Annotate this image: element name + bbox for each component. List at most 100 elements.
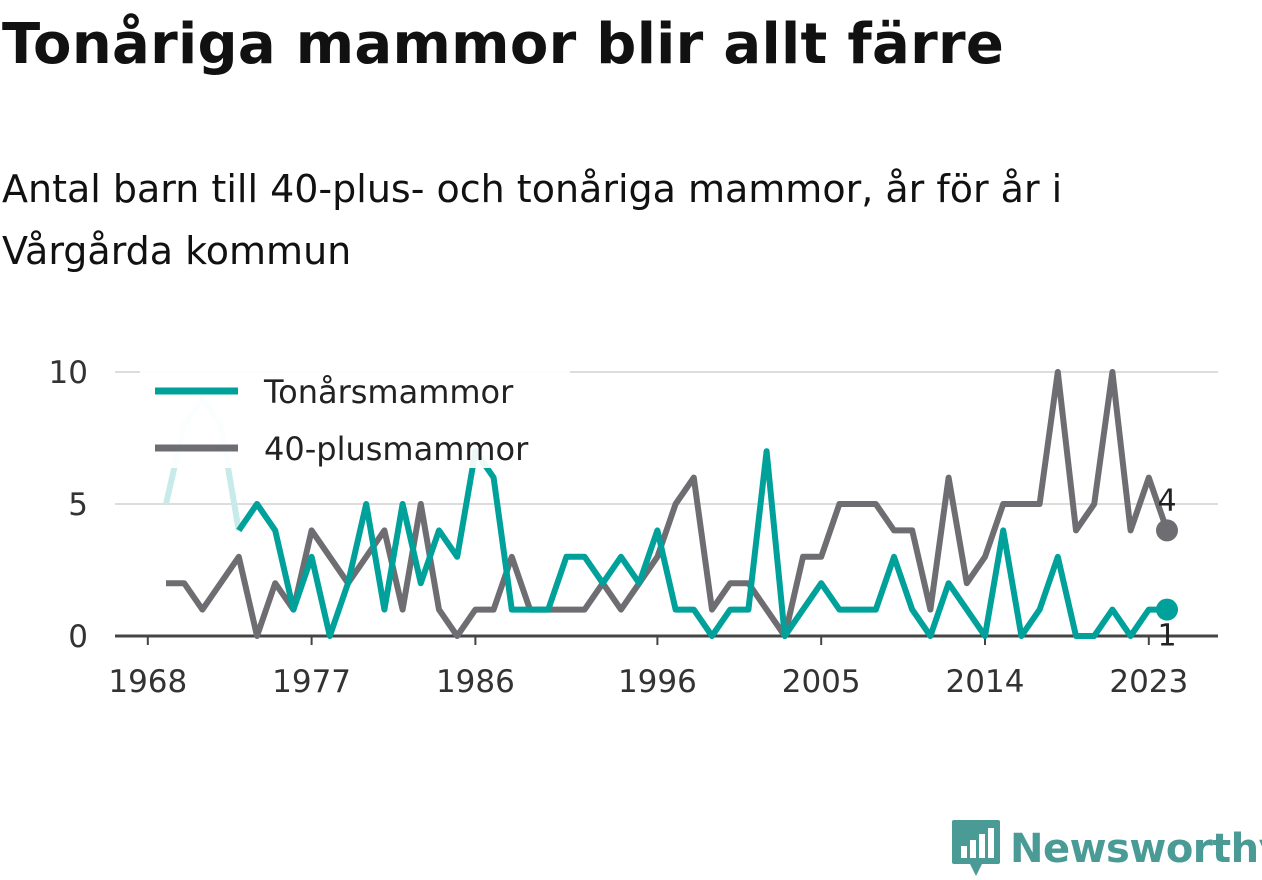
data-point-40-plusmammor xyxy=(254,633,260,639)
data-point-40-plusmammor xyxy=(836,501,842,507)
data-point-40-plusmammor xyxy=(982,554,988,560)
data-point-40-plusmammor xyxy=(272,580,278,586)
data-point-40-plusmammor xyxy=(491,607,497,613)
data-point-40-plusmammor xyxy=(1146,475,1152,481)
y-tick-label: 0 xyxy=(68,619,88,655)
data-point-40-plusmammor xyxy=(381,527,387,533)
data-point-tonarsmammor xyxy=(1037,607,1043,613)
data-point-40-plusmammor xyxy=(1128,527,1134,533)
data-point-tonarsmammor xyxy=(618,554,624,560)
data-point-tonarsmammor xyxy=(272,527,278,533)
legend-label-40-plusmammor: 40-plusmammor xyxy=(264,430,529,468)
data-point-tonarsmammor xyxy=(946,580,952,586)
data-point-40-plusmammor xyxy=(582,607,588,613)
data-point-tonarsmammor xyxy=(691,607,697,613)
data-point-tonarsmammor xyxy=(891,554,897,560)
data-point-40-plusmammor xyxy=(472,607,478,613)
data-point-tonarsmammor xyxy=(654,527,660,533)
data-point-tonarsmammor xyxy=(509,607,515,613)
data-point-tonarsmammor xyxy=(418,580,424,586)
data-point-tonarsmammor xyxy=(491,475,497,481)
data-point-tonarsmammor xyxy=(927,633,933,639)
data-point-40-plusmammor xyxy=(800,554,806,560)
data-point-40-plusmammor xyxy=(363,554,369,560)
data-point-40-plusmammor xyxy=(1109,369,1115,375)
data-point-tonarsmammor xyxy=(782,633,788,639)
data-point-40-plusmammor xyxy=(909,527,915,533)
data-point-tonarsmammor xyxy=(290,607,296,613)
end-label-40-plusmammor: 4 xyxy=(1157,483,1176,518)
data-point-40-plusmammor xyxy=(964,580,970,586)
data-point-40-plusmammor xyxy=(199,607,205,613)
series-40-plusmammor xyxy=(166,369,1170,639)
data-point-tonarsmammor xyxy=(709,633,715,639)
data-point-40-plusmammor xyxy=(181,580,187,586)
data-point-40-plusmammor xyxy=(618,607,624,613)
data-point-tonarsmammor xyxy=(236,527,242,533)
data-point-tonarsmammor xyxy=(1055,554,1061,560)
x-tick-label: 2023 xyxy=(1109,664,1188,700)
data-point-tonarsmammor xyxy=(582,554,588,560)
x-tick-label: 1996 xyxy=(618,664,697,700)
data-point-tonarsmammor xyxy=(1073,633,1079,639)
data-point-tonarsmammor xyxy=(381,607,387,613)
data-point-tonarsmammor xyxy=(636,580,642,586)
data-point-40-plusmammor xyxy=(218,580,224,586)
data-point-40-plusmammor xyxy=(418,501,424,507)
data-point-tonarsmammor xyxy=(909,607,915,613)
data-point-tonarsmammor xyxy=(545,607,551,613)
data-point-tonarsmammor xyxy=(745,607,751,613)
series-line-tonarsmammor xyxy=(236,448,1167,639)
data-point-40-plusmammor xyxy=(891,527,897,533)
data-point-40-plusmammor xyxy=(309,527,315,533)
data-point-40-plusmammor xyxy=(1018,501,1024,507)
y-tick-label: 10 xyxy=(49,355,88,391)
data-point-40-plusmammor xyxy=(236,554,242,560)
data-point-tonarsmammor xyxy=(855,607,861,613)
legend-label-tonarsmammor: Tonårsmammor xyxy=(263,373,514,411)
data-point-40-plusmammor xyxy=(400,607,406,613)
data-point-tonarsmammor xyxy=(309,554,315,560)
data-point-40-plusmammor xyxy=(927,607,933,613)
end-label-tonarsmammor: 1 xyxy=(1157,619,1176,654)
data-point-40-plusmammor xyxy=(1037,501,1043,507)
data-point-40-plusmammor xyxy=(873,501,879,507)
brand-name: Newsworthy xyxy=(1010,826,1262,872)
data-point-40-plusmammor xyxy=(1000,501,1006,507)
data-point-40-plusmammor xyxy=(509,554,515,560)
series-line-40-plusmammor xyxy=(166,369,1170,639)
chart-title: Tonåriga mammor blir allt färre xyxy=(2,12,1005,77)
data-point-tonarsmammor xyxy=(527,607,533,613)
data-point-tonarsmammor xyxy=(163,501,169,507)
data-point-tonarsmammor xyxy=(436,527,442,533)
data-point-40-plusmammor xyxy=(1091,501,1097,507)
data-point-tonarsmammor xyxy=(800,607,806,613)
data-point-40-plusmammor xyxy=(855,501,861,507)
data-point-tonarsmammor xyxy=(764,448,770,454)
x-tick-label: 1986 xyxy=(436,664,515,700)
data-point-tonarsmammor xyxy=(563,554,569,560)
data-point-tonarsmammor xyxy=(1000,527,1006,533)
x-tick-label: 1968 xyxy=(108,664,187,700)
line-chart: 0 5 10 1968 1977 1986 1996 2005 2014 2023 Tonårs… xyxy=(49,355,1218,700)
data-point-tonarsmammor xyxy=(964,607,970,613)
data-point-tonarsmammor xyxy=(1109,607,1115,613)
data-point-40-plusmammor xyxy=(673,501,679,507)
data-point-tonarsmammor xyxy=(454,554,460,560)
data-point-40-plusmammor xyxy=(1055,369,1061,375)
data-point-tonarsmammor xyxy=(727,607,733,613)
data-point-40-plusmammor xyxy=(946,475,952,481)
data-point-40-plusmammor xyxy=(436,607,442,613)
data-point-40-plusmammor xyxy=(327,554,333,560)
y-tick-label: 5 xyxy=(68,487,88,523)
data-point-40-plusmammor xyxy=(563,607,569,613)
data-point-tonarsmammor xyxy=(254,501,260,507)
data-point-tonarsmammor xyxy=(600,580,606,586)
bar-chart-pin-icon xyxy=(952,820,1000,876)
data-point-tonarsmammor xyxy=(1146,607,1152,613)
data-point-40-plusmammor xyxy=(709,607,715,613)
x-tick-label: 1977 xyxy=(272,664,351,700)
data-point-40-plusmammor xyxy=(818,554,824,560)
data-point-40-plusmammor xyxy=(1073,527,1079,533)
data-point-40-plusmammor xyxy=(454,633,460,639)
